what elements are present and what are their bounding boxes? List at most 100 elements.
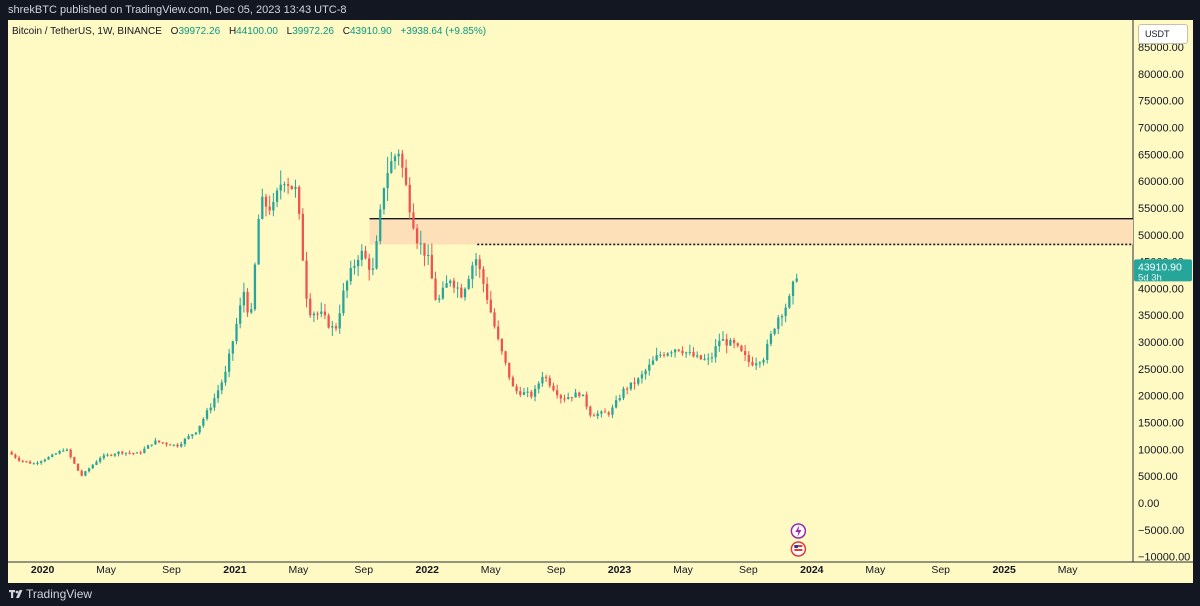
- time-axis-label: May: [865, 564, 886, 576]
- candle-up: [224, 371, 227, 383]
- time-axis-label: May: [481, 564, 502, 576]
- candle-up: [651, 360, 655, 365]
- candle-up: [710, 357, 714, 359]
- price-axis-label: 40000.00: [1138, 283, 1184, 295]
- candle-up: [533, 388, 537, 397]
- candle-up: [655, 355, 658, 361]
- candle-up: [718, 340, 721, 347]
- price-axis-label: 25000.00: [1138, 364, 1184, 376]
- candle-up: [526, 391, 529, 393]
- candle-up: [567, 397, 570, 400]
- candle-down: [28, 461, 32, 464]
- candle-up: [275, 190, 279, 202]
- candle-up: [146, 445, 150, 449]
- candle-down: [132, 452, 135, 454]
- time-axis-label: Sep: [547, 564, 566, 576]
- candle-up: [194, 432, 198, 435]
- candle-down: [264, 196, 268, 207]
- candle-up: [382, 188, 386, 210]
- price-axis-label: 85000.00: [1138, 42, 1184, 54]
- candle-up: [721, 339, 725, 341]
- price-axis-label: 60000.00: [1138, 176, 1184, 188]
- tradingview-logo-icon[interactable]: [8, 586, 24, 602]
- price-chart[interactable]: 85000.00 80000.00 75000.00 70000.00 65000.00…: [8, 20, 1193, 583]
- price-axis-label: 5000.00: [1138, 471, 1178, 483]
- publish-header: shrekBTC published on TradingView.com, D…: [0, 0, 1200, 20]
- candle-down: [585, 394, 588, 407]
- time-axis-label: 2021: [223, 564, 247, 576]
- candle-up: [294, 186, 297, 189]
- candle-up: [537, 383, 540, 389]
- candle-up: [618, 398, 621, 401]
- candle-up: [611, 407, 614, 415]
- price-axis-label: 10000.00: [1138, 444, 1184, 456]
- time-axis-label: Sep: [354, 564, 373, 576]
- candle-up: [427, 254, 430, 256]
- candle-up: [471, 265, 474, 280]
- tradingview-brand[interactable]: TradingView: [26, 587, 93, 601]
- candle-down: [286, 184, 290, 186]
- candle-up: [766, 343, 769, 360]
- candle-down: [482, 269, 485, 284]
- candle-up: [596, 413, 599, 417]
- candle-up: [283, 184, 286, 186]
- candle-up: [95, 461, 98, 465]
- candle-down: [452, 280, 456, 288]
- symbol-name: Bitcoin / TetherUS, 1W, BINANCE: [12, 26, 162, 37]
- chart-area[interactable]: 85000.00 80000.00 75000.00 70000.00 65000.00…: [8, 20, 1193, 583]
- candle-up: [659, 354, 662, 356]
- candle-up: [242, 291, 246, 306]
- candle-down: [110, 454, 113, 456]
- candle-up: [239, 305, 242, 324]
- candle-down: [21, 460, 24, 462]
- candle-down: [552, 385, 555, 391]
- candle-up: [614, 400, 618, 408]
- candle-down: [73, 457, 76, 464]
- candle-up: [32, 463, 35, 465]
- candle-up: [235, 323, 238, 342]
- candle-up: [703, 358, 706, 360]
- candle-up: [644, 370, 647, 375]
- candle-down: [290, 185, 293, 189]
- candle-up: [600, 411, 603, 414]
- candle-down: [460, 287, 463, 298]
- candle-down: [157, 440, 161, 443]
- close-value: 43910.90: [349, 26, 392, 37]
- price-axis-label: 55000.00: [1138, 203, 1184, 215]
- current-price-value: 43910.90: [1138, 261, 1182, 273]
- candle-up: [648, 364, 651, 371]
- candle-up: [202, 418, 205, 426]
- candle-down: [415, 228, 419, 244]
- time-axis-label: 2024: [800, 564, 824, 576]
- candle-up: [180, 443, 183, 447]
- candle-down: [589, 406, 592, 416]
- candle-up: [375, 241, 378, 269]
- candle-up: [755, 363, 758, 366]
- candle-down: [69, 449, 72, 458]
- candle-down: [316, 313, 319, 315]
- candle-up: [788, 295, 791, 308]
- candle-up: [360, 250, 363, 260]
- candle-up: [449, 280, 452, 284]
- flag-canton: [794, 545, 798, 548]
- candle-up: [62, 450, 65, 452]
- candle-up: [522, 392, 526, 395]
- time-axis-label: Sep: [931, 564, 950, 576]
- lightning-glyph: [795, 525, 802, 537]
- candle-up: [257, 218, 260, 265]
- candle-down: [301, 213, 304, 261]
- candle-up: [670, 352, 673, 354]
- candle-down: [743, 351, 747, 356]
- low-value: 39972.26: [292, 26, 334, 37]
- candle-down: [515, 386, 518, 392]
- candle-up: [795, 278, 798, 282]
- candle-up: [685, 352, 688, 354]
- time-axis-label: May: [1058, 564, 1079, 576]
- candle-down: [25, 461, 28, 463]
- candle-down: [603, 411, 607, 413]
- candle-down: [14, 454, 17, 458]
- candle-down: [578, 392, 581, 397]
- currency-button[interactable]: USDT: [1138, 24, 1188, 44]
- candle-up: [784, 307, 787, 317]
- candle-up: [279, 184, 282, 191]
